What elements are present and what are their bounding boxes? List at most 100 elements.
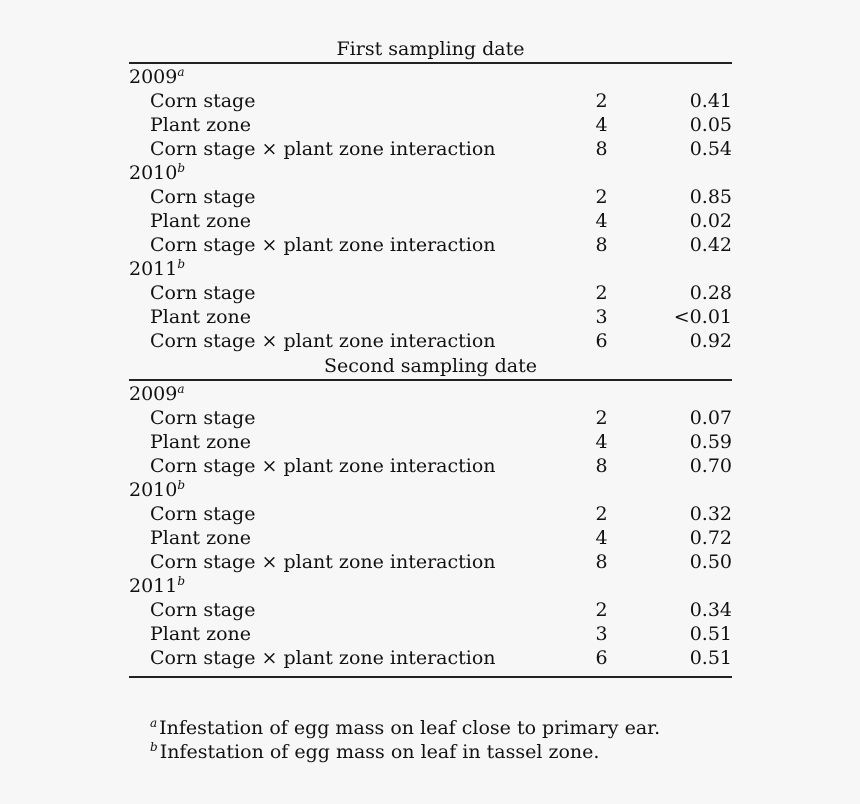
p-value: 0.28 (689, 282, 732, 304)
footnote: a Infestation of egg mass on leaf close t… (150, 716, 660, 740)
factor-label: Corn stage (150, 186, 256, 208)
p-value: 0.85 (689, 186, 732, 208)
year-label: 2010 (129, 162, 178, 184)
df-value: 3 (595, 306, 608, 328)
df-value: 2 (595, 407, 608, 429)
df-value: 8 (595, 455, 608, 477)
table-row: Plant zone 4 0.59 (129, 430, 732, 454)
p-value: 0.51 (689, 647, 732, 669)
footnote-mark: b (177, 161, 186, 175)
table-row: Corn stage 2 0.41 (129, 89, 732, 113)
year-row: 2011b (129, 574, 732, 598)
df-value: 4 (595, 527, 608, 549)
p-value: 0.70 (689, 455, 732, 477)
table-row: Corn stage × plant zone interaction 8 0.… (129, 454, 732, 478)
p-value: <0.01 (673, 306, 732, 328)
df-value: 2 (595, 186, 608, 208)
p-value: 0.54 (689, 138, 732, 160)
table-row: Plant zone 3 <0.01 (129, 305, 732, 329)
year-label: 2011 (129, 575, 178, 597)
footnote-mark: a (177, 382, 185, 396)
footnote-text: Infestation of egg mass on leaf in tasse… (159, 741, 600, 763)
df-value: 2 (595, 503, 608, 525)
factor-label: Corn stage × plant zone interaction (150, 330, 496, 352)
df-value: 4 (595, 431, 608, 453)
p-value: 0.42 (689, 234, 732, 256)
factor-label: Corn stage (150, 90, 256, 112)
df-value: 3 (595, 623, 608, 645)
p-value: 0.50 (689, 551, 732, 573)
p-value: 0.59 (689, 431, 732, 453)
year-row: 2009a (129, 65, 732, 89)
section-heading-second: Second sampling date (324, 355, 537, 377)
factor-label: Corn stage × plant zone interaction (150, 551, 496, 573)
table-row: Corn stage × plant zone interaction 6 0.… (129, 329, 732, 353)
p-value: 0.02 (689, 210, 732, 232)
df-value: 2 (595, 599, 608, 621)
year-label: 2009 (129, 66, 178, 88)
footnote-mark: b (150, 740, 158, 754)
table-row: Plant zone 3 0.51 (129, 622, 732, 646)
year-label: 2010 (129, 479, 178, 501)
factor-label: Corn stage (150, 282, 256, 304)
factor-label: Corn stage × plant zone interaction (150, 138, 496, 160)
df-value: 6 (595, 330, 608, 352)
footnote-mark: b (177, 574, 186, 588)
section-heading-first: First sampling date (336, 38, 525, 60)
factor-label: Plant zone (150, 210, 252, 232)
factor-label: Corn stage × plant zone interaction (150, 455, 496, 477)
df-value: 4 (595, 210, 608, 232)
p-value: 0.51 (689, 623, 732, 645)
year-label: 2011 (129, 258, 178, 280)
year-row: 2011b (129, 257, 732, 281)
table-row: Corn stage 2 0.85 (129, 185, 732, 209)
table-row: Corn stage × plant zone interaction 6 0.… (129, 646, 732, 670)
p-value: 0.32 (689, 503, 732, 525)
table-row: Corn stage 2 0.32 (129, 502, 732, 526)
factor-label: Plant zone (150, 114, 252, 136)
year-label: 2009 (129, 383, 178, 405)
p-value: 0.34 (689, 599, 732, 621)
year-row: 2010b (129, 478, 732, 502)
df-value: 2 (595, 90, 608, 112)
table-row: Corn stage × plant zone interaction 8 0.… (129, 137, 732, 161)
anova-table: First sampling date 2009a Corn stage 2 0… (129, 36, 732, 678)
p-value: 0.41 (689, 90, 732, 112)
table-row: Corn stage 2 0.07 (129, 406, 732, 430)
table-bottom-rule (129, 676, 732, 678)
factor-label: Corn stage (150, 503, 256, 525)
year-row: 2010b (129, 161, 732, 185)
factor-label: Plant zone (150, 623, 252, 645)
table-row: Corn stage × plant zone interaction 8 0.… (129, 550, 732, 574)
df-value: 8 (595, 551, 608, 573)
table-row: Corn stage × plant zone interaction 8 0.… (129, 233, 732, 257)
section-first: 2009a Corn stage 2 0.41 Plant zone 4 0.0… (129, 64, 732, 353)
table-row: Plant zone 4 0.02 (129, 209, 732, 233)
table-row: Corn stage 2 0.34 (129, 598, 732, 622)
table-row: Plant zone 4 0.72 (129, 526, 732, 550)
p-value: 0.92 (689, 330, 732, 352)
factor-label: Corn stage × plant zone interaction (150, 647, 496, 669)
p-value: 0.07 (689, 407, 732, 429)
footnote-mark: b (177, 257, 186, 271)
year-row: 2009a (129, 382, 732, 406)
factor-label: Plant zone (150, 306, 252, 328)
df-value: 8 (595, 234, 608, 256)
section-rule (129, 62, 732, 64)
footnotes: a Infestation of egg mass on leaf close t… (150, 716, 660, 764)
p-value: 0.72 (689, 527, 732, 549)
footnote: b Infestation of egg mass on leaf in tass… (150, 740, 660, 764)
table-row: Corn stage 2 0.28 (129, 281, 732, 305)
factor-label: Corn stage (150, 599, 256, 621)
factor-label: Corn stage × plant zone interaction (150, 234, 496, 256)
df-value: 8 (595, 138, 608, 160)
section-rule (129, 379, 732, 381)
section-second: 2009a Corn stage 2 0.07 Plant zone 4 0.5… (129, 381, 732, 670)
footnote-mark: a (150, 716, 158, 730)
factor-label: Plant zone (150, 527, 252, 549)
footnote-text: Infestation of egg mass on leaf close to… (159, 717, 661, 739)
df-value: 4 (595, 114, 608, 136)
p-value: 0.05 (689, 114, 732, 136)
factor-label: Plant zone (150, 431, 252, 453)
